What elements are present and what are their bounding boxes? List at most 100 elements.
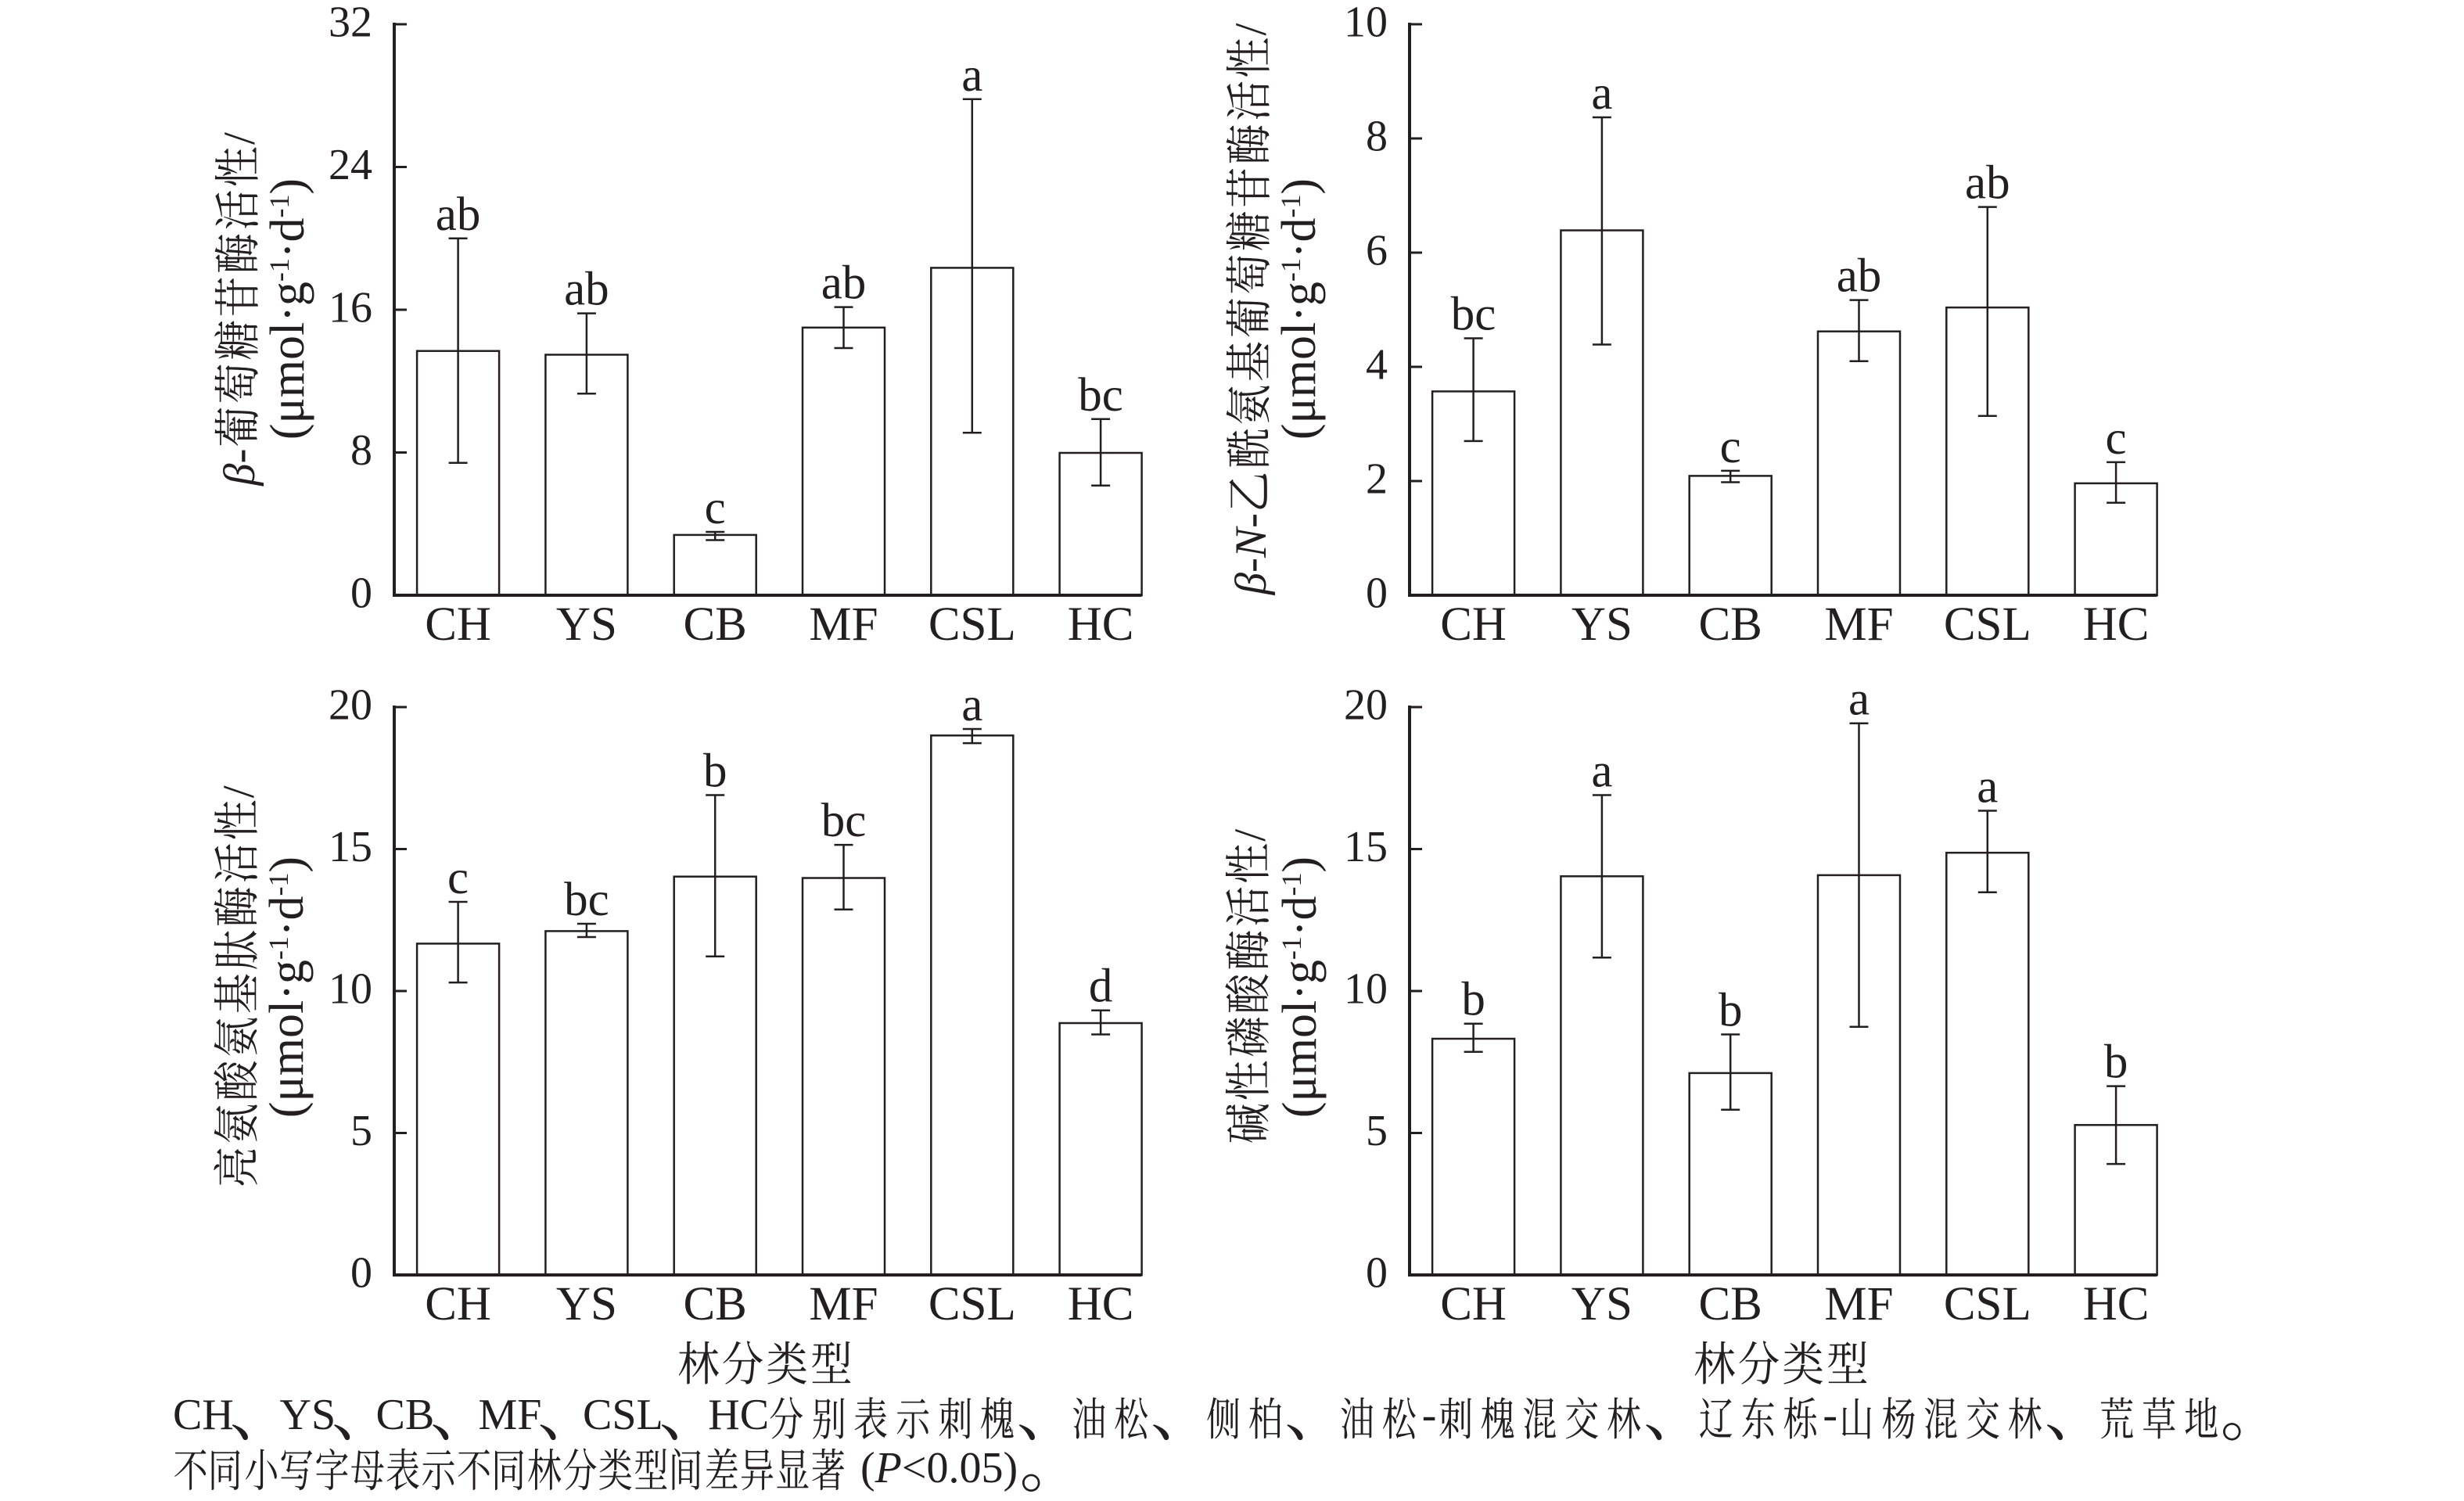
- svg-text:CB: CB: [1699, 598, 1762, 651]
- svg-text:15: 15: [1344, 823, 1388, 871]
- svg-text:32: 32: [329, 0, 372, 47]
- svg-text:CSL: CSL: [928, 1278, 1016, 1330]
- svg-text:YS: YS: [280, 1391, 336, 1439]
- svg-text:ab: ab: [821, 257, 867, 310]
- svg-text:(P<0.05): (P<0.05): [860, 1444, 1018, 1492]
- svg-text:MF: MF: [809, 1278, 878, 1330]
- svg-text:bc: bc: [1078, 369, 1123, 422]
- svg-text:(μmol·g: (μmol·g: [1273, 960, 1327, 1118]
- svg-text:CH: CH: [1440, 1278, 1507, 1330]
- svg-text:20: 20: [329, 681, 372, 730]
- svg-text:0: 0: [1366, 1249, 1388, 1298]
- svg-text:bc: bc: [1451, 289, 1496, 341]
- svg-text:8: 8: [350, 426, 372, 475]
- svg-text:4: 4: [1366, 341, 1388, 390]
- svg-text:HC: HC: [2083, 598, 2150, 651]
- svg-text:MF: MF: [1824, 598, 1893, 651]
- svg-text:CSL: CSL: [583, 1391, 663, 1439]
- svg-text:a: a: [1591, 67, 1612, 120]
- svg-text:b: b: [2104, 1036, 2128, 1089]
- svg-text:/: /: [214, 785, 264, 798]
- svg-text:CB: CB: [1699, 1278, 1762, 1330]
- svg-text:a: a: [961, 49, 982, 102]
- svg-text:b: b: [1719, 985, 1743, 1037]
- svg-text:c: c: [447, 852, 469, 904]
- svg-text:2: 2: [1366, 455, 1388, 504]
- svg-text:a: a: [1591, 745, 1612, 798]
- svg-text:/: /: [1227, 23, 1276, 36]
- svg-text:(μmol·g: (μmol·g: [260, 960, 314, 1118]
- svg-text:(μmol·g: (μmol·g: [261, 282, 314, 440]
- svg-text:β-N-: β-N-: [1227, 513, 1276, 595]
- svg-text:CSL: CSL: [928, 598, 1016, 651]
- svg-text:-: -: [1422, 1391, 1437, 1439]
- svg-text:YS: YS: [556, 1278, 617, 1330]
- svg-text:CSL: CSL: [1944, 1278, 2031, 1330]
- svg-text:0: 0: [350, 1249, 372, 1298]
- svg-text:CSL: CSL: [1944, 598, 2031, 651]
- svg-text:CB: CB: [684, 1278, 747, 1330]
- svg-text:10: 10: [1344, 0, 1388, 47]
- svg-text:/: /: [1226, 829, 1275, 842]
- svg-text:0: 0: [350, 569, 372, 618]
- svg-text:-1: -1: [1276, 936, 1307, 960]
- svg-text:HC: HC: [1068, 1278, 1134, 1330]
- svg-text:-: -: [1823, 1391, 1837, 1439]
- svg-text:10: 10: [1344, 965, 1388, 1014]
- svg-text:CB: CB: [376, 1391, 435, 1439]
- svg-text:(μmol·g: (μmol·g: [1273, 282, 1326, 440]
- svg-text:ab: ab: [1965, 157, 2010, 210]
- svg-text:ab: ab: [436, 189, 481, 241]
- svg-text:0: 0: [1366, 569, 1388, 618]
- svg-text:MF: MF: [809, 598, 878, 651]
- svg-text:20: 20: [1344, 681, 1388, 730]
- svg-text:a: a: [1848, 673, 1870, 726]
- svg-text:-1: -1: [263, 873, 294, 896]
- svg-text:CB: CB: [684, 598, 747, 651]
- svg-text:-1: -1: [264, 195, 295, 218]
- svg-text:ab: ab: [1837, 250, 1882, 303]
- svg-text:YS: YS: [1571, 598, 1632, 651]
- svg-text:ab: ab: [564, 264, 609, 316]
- svg-text:MF: MF: [479, 1391, 542, 1439]
- svg-text:MF: MF: [1824, 1278, 1893, 1330]
- svg-text:·d: ·d: [261, 218, 314, 259]
- svg-text:a: a: [961, 679, 982, 731]
- svg-text:c: c: [1720, 421, 1741, 473]
- svg-text:c: c: [705, 482, 726, 534]
- svg-text:CH: CH: [1440, 598, 1507, 651]
- svg-text:): ): [261, 178, 314, 195]
- svg-text:5: 5: [350, 1107, 372, 1155]
- svg-text:d: d: [1089, 961, 1113, 1013]
- svg-text:β-: β-: [215, 449, 264, 487]
- svg-text:24: 24: [329, 141, 372, 189]
- svg-text:bc: bc: [564, 874, 609, 926]
- svg-text:HC: HC: [708, 1391, 769, 1439]
- svg-text:8: 8: [1366, 113, 1388, 161]
- svg-text:CH: CH: [173, 1391, 234, 1439]
- svg-text:HC: HC: [2083, 1278, 2150, 1330]
- svg-text:): ): [260, 856, 314, 873]
- svg-text:-1: -1: [264, 258, 295, 282]
- svg-text:16: 16: [329, 284, 372, 332]
- svg-text:5: 5: [1366, 1107, 1388, 1155]
- svg-text:HC: HC: [1068, 598, 1134, 651]
- svg-text:a: a: [1977, 761, 1998, 813]
- svg-text:-1: -1: [263, 936, 294, 960]
- svg-text:c: c: [2106, 412, 2127, 465]
- svg-text:YS: YS: [1571, 1278, 1632, 1330]
- svg-text:-1: -1: [1275, 195, 1306, 218]
- svg-text:·d: ·d: [1273, 896, 1327, 937]
- svg-text:-1: -1: [1276, 873, 1307, 896]
- svg-text:·d: ·d: [1273, 218, 1326, 259]
- svg-text:CH: CH: [425, 1278, 491, 1330]
- svg-text:b: b: [703, 745, 727, 798]
- svg-text:15: 15: [329, 823, 372, 871]
- svg-text:-1: -1: [1275, 258, 1306, 282]
- svg-text:bc: bc: [821, 795, 867, 847]
- svg-text:): ): [1273, 178, 1326, 195]
- svg-text:6: 6: [1366, 227, 1388, 275]
- svg-text:CH: CH: [425, 598, 491, 651]
- svg-text:·d: ·d: [260, 896, 314, 937]
- svg-text:/: /: [215, 132, 264, 145]
